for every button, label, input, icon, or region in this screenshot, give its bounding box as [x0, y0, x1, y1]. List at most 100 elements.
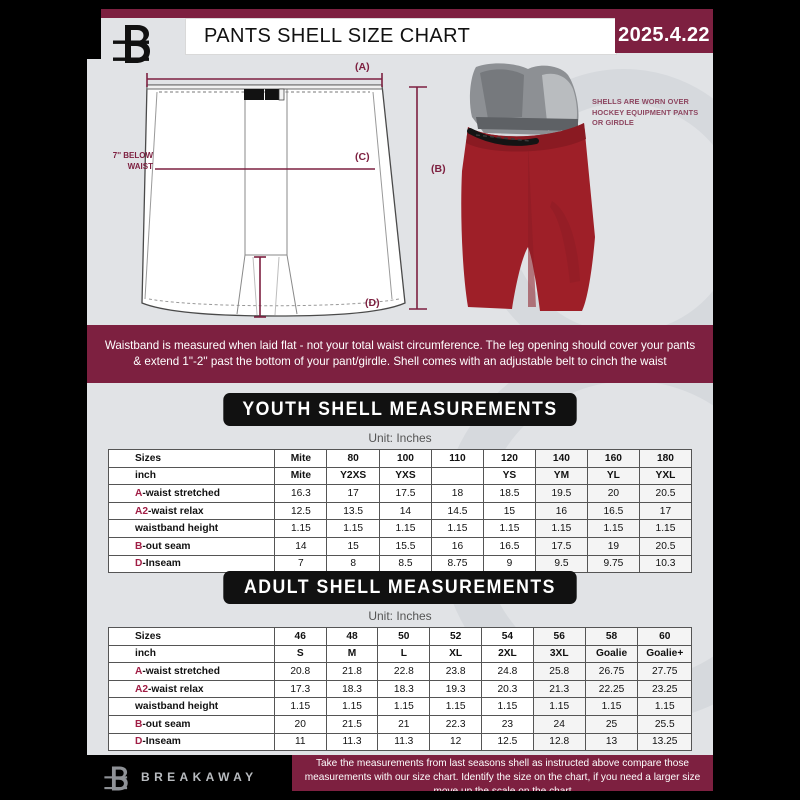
row-label: B-out seam [108, 714, 275, 734]
row-label-prefix: D [135, 558, 143, 570]
table-cell: XL [429, 644, 483, 664]
row-label-prefix: B [135, 540, 143, 552]
table-row: Sizes Mite 80 100 110 120 140 160 180 [107, 449, 693, 468]
table-cell: 9.5 [534, 554, 588, 574]
table-cell: 1.15 [638, 519, 693, 538]
photo-note: SHELLS ARE WORN OVER HOCKEY EQUIPMENT PA… [592, 97, 699, 128]
size-chart-page: PANTS SHELL SIZE CHART 2025.4.22 [87, 9, 713, 791]
table-cell: 16.5 [586, 501, 640, 521]
table-cell: 60 [637, 627, 692, 646]
table-cell: 27.75 [637, 662, 692, 681]
adult-size-table: Sizes 46 48 50 52 54 56 58 60 inch S M L XL 2XL 3XL Goal… [108, 627, 692, 752]
row-label: A2-waist relax [107, 501, 276, 521]
table-row: Sizes 46 48 50 52 54 56 58 60 [108, 627, 692, 646]
pants-technical-drawing: (A) (B) (C) (D) 7'' BELOW WAIST [87, 59, 487, 324]
table-cell: 21 [377, 714, 431, 734]
table-cell: 48 [325, 627, 379, 646]
table-cell: 13.5 [326, 501, 380, 521]
table-cell: 18 [430, 484, 484, 503]
row-label: D-Inseam [107, 554, 276, 574]
table-cell: 21.8 [325, 662, 379, 681]
table-cell: 22.3 [429, 714, 483, 734]
table-cell: Mite [274, 449, 328, 468]
row-label-prefix: A [135, 665, 143, 677]
table-cell: YXS [378, 466, 432, 486]
adult-section-heading: ADULT SHELL MEASUREMENTS [223, 571, 577, 604]
table-cell: 15 [482, 501, 536, 521]
table-cell: 15 [326, 536, 380, 556]
adult-unit-label: Unit: Inches [368, 609, 432, 623]
row-label: A-waist stretched [107, 484, 276, 503]
table-cell: 1.15 [586, 519, 640, 538]
table-cell: 1.15 [481, 697, 534, 716]
table-cell: 16 [430, 536, 484, 556]
revision-date: 2025.4.22 [615, 18, 713, 53]
row-label: waistband height [108, 697, 275, 716]
youth-size-table: Sizes Mite 80 100 110 120 140 160 180 inch Mite Y2X… [107, 449, 693, 574]
table-cell: 24.8 [481, 662, 534, 681]
table-row: A-waist stretched 16.3 17 17.5 18 18.5 19.5 20 2… [107, 484, 693, 503]
header-black-block [87, 9, 101, 59]
table-cell: 50 [377, 627, 431, 646]
page-title-text: PANTS SHELL SIZE CHART [204, 25, 471, 47]
row-label: waistband height [107, 519, 276, 538]
table-cell: 1.15 [430, 519, 484, 538]
table-row: D-Inseam 11 11.3 11.3 12 12.5 12.8 13 13.25 [108, 732, 692, 752]
table-row: A2-waist relax 17.3 18.3 18.3 19.3 20.3 21.3 22… [108, 679, 692, 699]
table-cell: 17.5 [378, 484, 432, 503]
table-row: B-out seam 14 15 15.5 16 16.5 17.5 19 20.5 [107, 536, 693, 556]
table-cell: 1.15 [482, 519, 536, 538]
table-cell: 1.15 [274, 519, 328, 538]
table-cell: 1.15 [273, 697, 327, 716]
below-waist-note-line1: 7'' BELOW [112, 151, 153, 160]
table-cell: 1.15 [326, 519, 380, 538]
row-label: Sizes [108, 627, 275, 646]
table-cell: 160 [586, 449, 640, 468]
row-label-prefix: A [135, 487, 143, 499]
table-row: A2-waist relax 12.5 13.5 14 14.5 15 16 16.5 17 [107, 501, 693, 521]
table-cell: 22.8 [377, 662, 431, 681]
table-cell: 17 [326, 484, 380, 503]
breakaway-logo-icon [113, 25, 150, 63]
table-cell: 16.3 [274, 484, 328, 503]
dimension-label-c: (C) [355, 151, 370, 163]
table-cell: 3XL [532, 644, 586, 664]
table-cell: 18.3 [377, 679, 431, 699]
youth-unit-label: Unit: Inches [368, 431, 432, 445]
table-cell: Goalie+ [637, 644, 692, 664]
product-photo [432, 61, 607, 316]
table-cell: 58 [584, 627, 639, 646]
table-cell: 2XL [481, 644, 534, 664]
table-cell: 24 [532, 714, 586, 734]
table-cell: 54 [481, 627, 534, 646]
table-cell: 120 [482, 449, 536, 468]
table-cell: 13.25 [637, 732, 692, 752]
table-row: waistband height 1.15 1.15 1.15 1.15 1.15 1.15… [107, 519, 693, 538]
table-cell: Goalie [584, 644, 639, 664]
row-label-prefix: A2 [135, 505, 149, 517]
table-cell: 20.5 [638, 536, 693, 556]
table-cell: 9.75 [586, 554, 640, 574]
table-cell: 14 [274, 536, 328, 556]
table-cell: 21.5 [325, 714, 379, 734]
footer-brand-name: BREAKAWAY [141, 770, 258, 784]
page-footer: BREAKAWAY Take the measurements from las… [87, 755, 713, 791]
table-cell: 19.3 [429, 679, 483, 699]
table-cell: 17.3 [273, 679, 327, 699]
table-cell: 1.15 [377, 697, 431, 716]
table-cell: 23 [481, 714, 534, 734]
table-cell: Y2XS [326, 466, 380, 486]
table-row: B-out seam 20 21.5 21 22.3 23 24 25 25.5 [108, 714, 692, 734]
footer-brand-block: BREAKAWAY [87, 755, 292, 791]
table-cell: 22.25 [584, 679, 639, 699]
table-cell: 80 [326, 449, 380, 468]
table-cell: 26.75 [584, 662, 639, 681]
row-label: inch [108, 644, 275, 664]
table-cell: YXL [638, 466, 693, 486]
table-row: waistband height 1.15 1.15 1.15 1.15 1.15 1.15… [108, 697, 692, 716]
table-cell: 20.8 [273, 662, 327, 681]
table-cell: 1.15 [378, 519, 432, 538]
table-cell: 20.3 [481, 679, 534, 699]
table-cell: 1.15 [637, 697, 692, 716]
table-cell: 1.15 [584, 697, 639, 716]
